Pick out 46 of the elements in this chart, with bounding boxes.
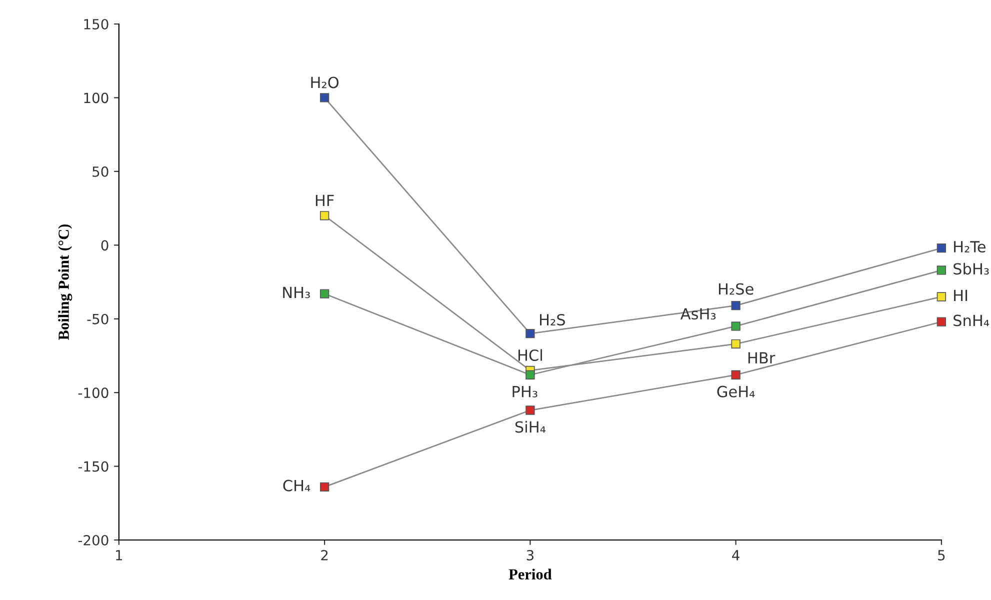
x-axis-title: Period (508, 568, 552, 580)
annotation: PH₃ (512, 386, 538, 398)
y-tick-label: -150 (78, 461, 108, 472)
point (320, 211, 330, 220)
point (731, 322, 740, 331)
y-tick-label: 0 (101, 240, 108, 251)
annotation: HBr (748, 352, 776, 364)
annotation: SiH₄ (515, 420, 546, 433)
annotation: H₂S (540, 314, 565, 326)
annotation: SbH₃ (954, 262, 989, 275)
point (731, 370, 740, 380)
point (731, 339, 740, 349)
x-tick-label: 4 (732, 550, 740, 560)
annotation: GeH₄ (717, 386, 755, 398)
y-tick-label: -100 (78, 388, 108, 398)
annotation: SnH₄ (954, 314, 990, 326)
point (320, 289, 330, 298)
x-tick-label: 3 (526, 550, 534, 560)
y-axis-title: Boiling Point (°C) (58, 224, 72, 340)
point (731, 301, 740, 310)
x-tick-label: 1 (116, 550, 122, 560)
y-tick-label: -50 (87, 314, 108, 324)
annotation: NH₃ (283, 286, 310, 298)
y-tick-label: 150 (84, 18, 108, 30)
point (320, 93, 330, 102)
point (936, 317, 946, 326)
point (936, 244, 946, 253)
annotation: H₂Te (954, 241, 986, 253)
point (526, 370, 535, 380)
annotation: CH₄ (283, 480, 310, 492)
y-tick-label: 50 (92, 166, 108, 177)
annotation: H₂Se (718, 283, 754, 295)
y-tick-label: -200 (78, 534, 108, 546)
annotation: HCl (518, 349, 542, 361)
point (936, 266, 946, 275)
annotation: HI (954, 290, 968, 301)
point (936, 292, 946, 302)
point (526, 329, 535, 338)
x-tick-label: 5 (938, 550, 945, 560)
point (320, 482, 330, 492)
annotation: AsH₃ (680, 308, 716, 320)
y-tick-label: 100 (84, 92, 108, 104)
point (526, 406, 535, 415)
annotation: H₂O (311, 76, 339, 88)
annotation: HF (316, 194, 334, 206)
x-tick-label: 2 (321, 550, 328, 560)
